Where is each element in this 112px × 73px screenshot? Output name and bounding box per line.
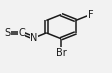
Text: S: S — [5, 28, 11, 38]
Text: N: N — [30, 33, 37, 43]
Text: F: F — [87, 10, 92, 20]
Text: C: C — [18, 28, 25, 38]
Text: Br: Br — [55, 48, 66, 58]
